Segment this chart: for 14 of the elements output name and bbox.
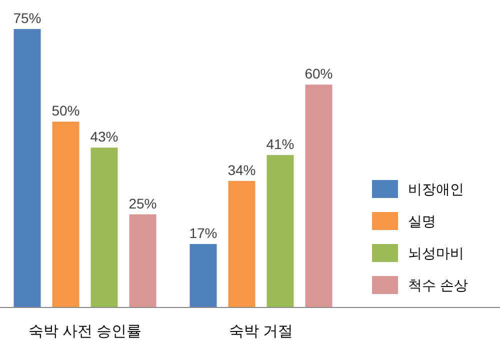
data-label: 60% <box>304 66 333 82</box>
legend-label: 비장애인 <box>408 181 464 197</box>
data-label: 34% <box>228 162 256 178</box>
legend-label: 뇌성마비 <box>408 245 464 261</box>
data-label: 17% <box>189 224 218 241</box>
data-label: 43% <box>90 128 118 145</box>
data-label: 50% <box>52 102 80 119</box>
data-label: 25% <box>128 195 157 212</box>
x-tick-label: 숙박 사전 승인률 <box>28 323 142 340</box>
data-label: 41% <box>266 136 294 152</box>
legend-label: 척수 손상 <box>408 277 468 293</box>
data-label: 75% <box>13 10 42 26</box>
legend-label: 실명 <box>408 213 436 229</box>
x-tick-label: 숙박 거절 <box>228 323 294 340</box>
